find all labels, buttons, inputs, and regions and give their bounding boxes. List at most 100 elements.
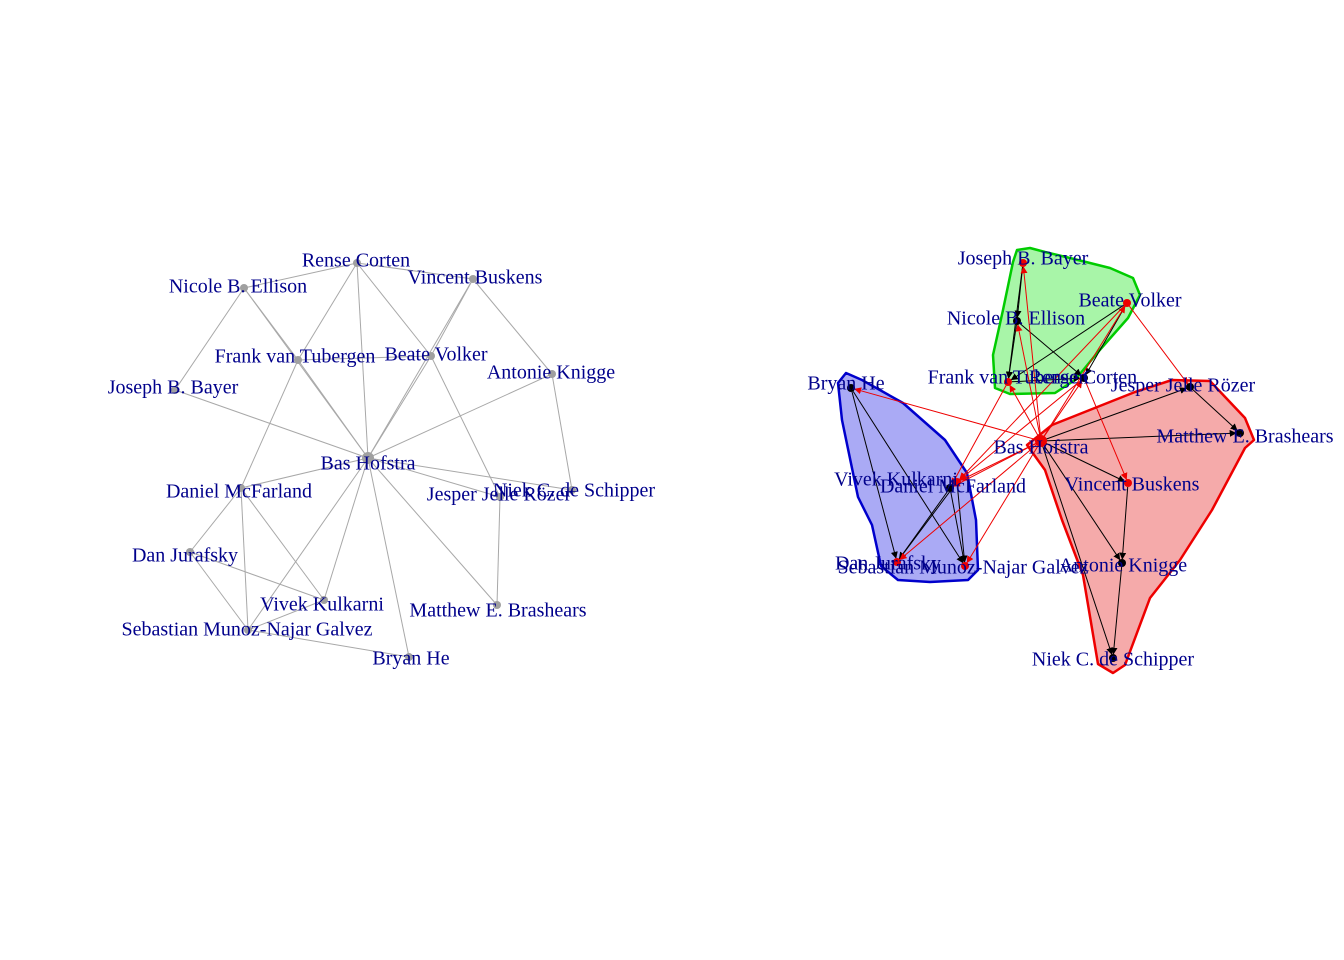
right-node-matthew [1236,429,1244,437]
right-edge-daniel-sebastian [950,491,967,563]
left-edge-vincent-antonie [472,278,553,375]
left-node-sebastian [244,626,252,634]
left-node-frank [294,356,302,364]
left-node-label-vivek: Vivek Kulkarni [260,594,384,616]
left-edge-rense-frank [297,262,358,361]
left-node-label-jesper: Jesper Jelle Rözer [427,484,572,506]
left-edge-daniel-dan [189,487,242,553]
right-node-vincent [1124,479,1132,487]
left-node-nicole [240,284,248,292]
left-node-daniel [237,484,245,492]
right-node-label-daniel: Daniel McFarland [880,476,1026,498]
left-edge-sebastian-bryan [247,629,410,658]
right-edge-beate-jesper [1129,305,1189,385]
right-edge-bas-beate [1042,305,1126,438]
right-node-label-antonie: Antonie Knigge [1059,555,1187,577]
right-edge-jesper-matthew [1192,389,1238,431]
left-node-label-matthew: Matthew E. Brashears [409,600,586,622]
left-edge-antonie-niek [551,373,573,491]
left-edge-beate-jesper [430,355,501,498]
left-node-label-vincent: Vincent Buskens [408,267,543,289]
right-node-label-dan: Dan Jurafsky [835,553,941,575]
left-node-label-antonie: Antonie Knigge [487,362,615,384]
left-edge-vivek-sebastian [247,599,325,631]
right-edge-rense-vincent [1085,381,1128,480]
left-node-label-bas: Bas Hofstra [321,453,416,475]
left-node-niek [568,486,576,494]
right-edge-bas-rense [1042,380,1083,438]
left-node-label-daniel: Daniel McFarland [166,481,312,503]
left-edge-nicole-joseph [174,287,245,391]
right-node-label-vivek: Vivek Kulkarni [834,469,958,491]
right-network-edges [851,266,1238,655]
right-edge-beate-frank [1010,304,1124,381]
right-edge-frank-daniel [951,385,1007,486]
left-node-vincent [469,275,477,283]
right-node-label-jesper: Jesper Jelle Rözer [1111,375,1256,397]
left-node-label-sebastian: Sebastian Munoz-Najar Galvez [121,619,372,641]
left-edge-bas-niek [367,457,573,491]
right-edge-beate-rense [1085,306,1126,376]
right-network-nodes [847,259,1244,662]
left-edge-dan-vivek [189,551,325,601]
left-edge-daniel-vivek [240,487,325,601]
right-node-nicole [1013,317,1021,325]
right-edge-bryan-dan [851,391,898,559]
right-edge-beate-vivek [959,305,1125,480]
left-edge-frank-beate [297,355,432,361]
right-edge-vivek-sebastian [956,485,968,563]
left-edge-dan-sebastian [189,551,249,631]
left-node-vivek [320,596,328,604]
right-edge-bas-dan [899,443,1039,560]
left-node-bryan [405,653,413,661]
right-node-label-rense: Rense Corten [1029,367,1137,389]
left-node-label-rense: Rense Corten [302,250,410,272]
right-node-label-sebastian: Sebastian Munoz-Najar Galvez [837,557,1088,579]
left-edge-jesper-matthew [496,496,501,606]
right-node-vivek [953,478,961,486]
left-edge-bas-bryan [367,457,410,658]
right-edge-antonie-niek [1110,566,1123,655]
right-edge-bas-matthew [1044,429,1237,442]
left-node-beate [427,352,435,360]
right-node-label-matthew: Matthew E. Brashears [1156,426,1333,448]
left-edge-bas-vivek [323,457,369,601]
right-node-sebastian [961,562,969,570]
left-node-label-bryan: Bryan He [372,648,449,670]
left-node-jesper [496,493,504,501]
right-edge-bas-jesper [1044,387,1187,441]
right-edge-bas-sebastian [966,444,1040,564]
left-edge-bas-daniel [240,457,369,489]
right-node-dan [893,558,901,566]
left-node-label-joseph: Joseph B. Bayer [108,377,239,399]
right-node-rense [1080,374,1088,382]
left-node-label-nicole: Nicole B. Ellison [169,276,307,298]
right-node-daniel [946,484,954,492]
left-edge-bas-vincent [367,278,474,459]
right-node-antonie [1118,559,1126,567]
left-edge-daniel-sebastian [240,487,249,631]
right-node-label-frank: Frank van Tubergen [928,367,1089,389]
right-node-label-bas: Bas Hofstra [994,437,1089,459]
community-hull-green [991,246,1142,396]
left-node-antonie [548,370,556,378]
right-node-label-bryan: Bryan He [807,373,884,395]
left-edge-bas-frank [297,359,369,459]
right-edge-vivek-dan [898,484,955,560]
left-network-nodes [171,259,576,661]
right-node-bas [1035,435,1047,447]
left-edge-rense-nicole [243,262,358,289]
left-edge-bas-jesper [367,457,501,498]
left-edge-bas-joseph [174,389,369,459]
left-node-label-beate: Beate Volker [384,344,487,366]
right-node-label-joseph: Joseph B. Bayer [958,248,1089,270]
left-edge-bas-matthew [367,457,498,606]
left-edge-rense-vincent [356,262,474,280]
right-edge-bryan-sebastian [852,391,964,564]
right-edge-rense-vivek [959,380,1082,480]
left-edge-bas-rense [356,262,369,459]
